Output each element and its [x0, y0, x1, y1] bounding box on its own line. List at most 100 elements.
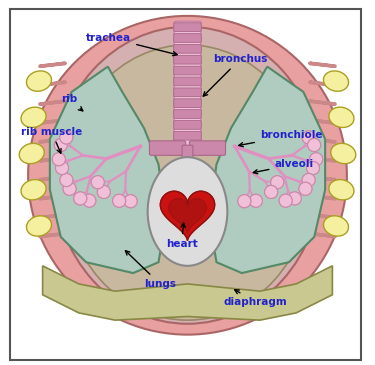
Circle shape	[91, 176, 104, 189]
Circle shape	[308, 138, 321, 151]
FancyBboxPatch shape	[174, 110, 201, 118]
FancyArrowPatch shape	[40, 158, 65, 161]
FancyArrowPatch shape	[310, 63, 335, 66]
PathPatch shape	[209, 66, 325, 273]
FancyBboxPatch shape	[182, 145, 193, 169]
FancyBboxPatch shape	[189, 141, 225, 155]
Circle shape	[60, 173, 73, 187]
Circle shape	[124, 195, 137, 208]
Circle shape	[306, 161, 320, 174]
Circle shape	[56, 161, 69, 174]
Circle shape	[63, 182, 76, 195]
FancyArrowPatch shape	[40, 139, 65, 142]
Circle shape	[60, 131, 73, 144]
FancyArrowPatch shape	[310, 82, 335, 85]
FancyArrowPatch shape	[310, 214, 335, 218]
Text: heart: heart	[166, 223, 198, 249]
Circle shape	[310, 153, 323, 166]
Circle shape	[302, 131, 315, 144]
Circle shape	[265, 185, 278, 199]
FancyArrowPatch shape	[310, 120, 335, 123]
Circle shape	[112, 194, 126, 207]
Polygon shape	[168, 199, 207, 233]
Circle shape	[112, 194, 126, 207]
FancyArrowPatch shape	[310, 233, 335, 237]
Circle shape	[279, 194, 292, 207]
Circle shape	[302, 173, 315, 187]
Circle shape	[271, 176, 284, 189]
Circle shape	[310, 153, 323, 166]
Circle shape	[279, 194, 292, 207]
Circle shape	[238, 195, 251, 208]
Circle shape	[249, 194, 262, 207]
FancyArrowPatch shape	[40, 82, 65, 85]
FancyBboxPatch shape	[174, 77, 201, 86]
Circle shape	[83, 194, 96, 207]
Circle shape	[91, 176, 104, 189]
Text: bronchiole: bronchiole	[239, 130, 322, 147]
Ellipse shape	[148, 157, 227, 266]
FancyBboxPatch shape	[150, 141, 186, 155]
Circle shape	[60, 131, 73, 144]
FancyArrowPatch shape	[40, 177, 65, 180]
Circle shape	[124, 195, 137, 208]
Circle shape	[52, 153, 65, 166]
FancyBboxPatch shape	[174, 99, 201, 108]
FancyArrowPatch shape	[310, 177, 335, 180]
Text: rib: rib	[61, 94, 83, 111]
Ellipse shape	[329, 107, 354, 127]
Text: trachea: trachea	[86, 32, 177, 56]
Circle shape	[249, 194, 262, 207]
Circle shape	[288, 192, 301, 205]
FancyArrowPatch shape	[310, 101, 335, 104]
FancyArrowPatch shape	[310, 139, 335, 142]
Circle shape	[52, 153, 65, 166]
Circle shape	[60, 173, 73, 187]
FancyBboxPatch shape	[174, 120, 201, 129]
Ellipse shape	[28, 16, 347, 335]
Circle shape	[97, 185, 110, 199]
FancyArrowPatch shape	[40, 101, 65, 104]
Polygon shape	[160, 191, 214, 240]
Ellipse shape	[324, 216, 348, 236]
Text: bronchus: bronchus	[203, 54, 267, 96]
FancyBboxPatch shape	[174, 45, 201, 53]
Text: diaphragm: diaphragm	[224, 290, 288, 307]
FancyArrowPatch shape	[40, 195, 65, 199]
Circle shape	[54, 138, 68, 151]
Circle shape	[302, 131, 315, 144]
Text: rib muscle: rib muscle	[21, 127, 82, 153]
FancyArrowPatch shape	[310, 158, 335, 161]
FancyBboxPatch shape	[174, 55, 201, 64]
Ellipse shape	[27, 216, 51, 236]
Circle shape	[56, 161, 69, 174]
Ellipse shape	[324, 71, 348, 91]
Circle shape	[97, 185, 110, 199]
Circle shape	[288, 192, 301, 205]
Text: lungs: lungs	[125, 251, 176, 289]
Ellipse shape	[329, 180, 354, 200]
FancyBboxPatch shape	[174, 21, 201, 148]
Circle shape	[306, 161, 320, 174]
Circle shape	[238, 195, 251, 208]
FancyBboxPatch shape	[10, 9, 362, 360]
FancyArrowPatch shape	[40, 214, 65, 218]
Ellipse shape	[19, 143, 44, 164]
PathPatch shape	[50, 66, 166, 273]
Ellipse shape	[27, 71, 51, 91]
Circle shape	[63, 182, 76, 195]
PathPatch shape	[43, 266, 332, 320]
Ellipse shape	[64, 45, 310, 320]
FancyBboxPatch shape	[174, 88, 201, 97]
Ellipse shape	[54, 27, 321, 324]
Circle shape	[302, 173, 315, 187]
Circle shape	[83, 194, 96, 207]
Circle shape	[308, 138, 321, 151]
FancyBboxPatch shape	[174, 34, 201, 42]
FancyArrowPatch shape	[40, 63, 65, 66]
Ellipse shape	[331, 143, 356, 164]
Text: alveoli: alveoli	[254, 160, 314, 174]
Circle shape	[299, 182, 312, 195]
Ellipse shape	[21, 180, 46, 200]
Circle shape	[74, 192, 87, 205]
